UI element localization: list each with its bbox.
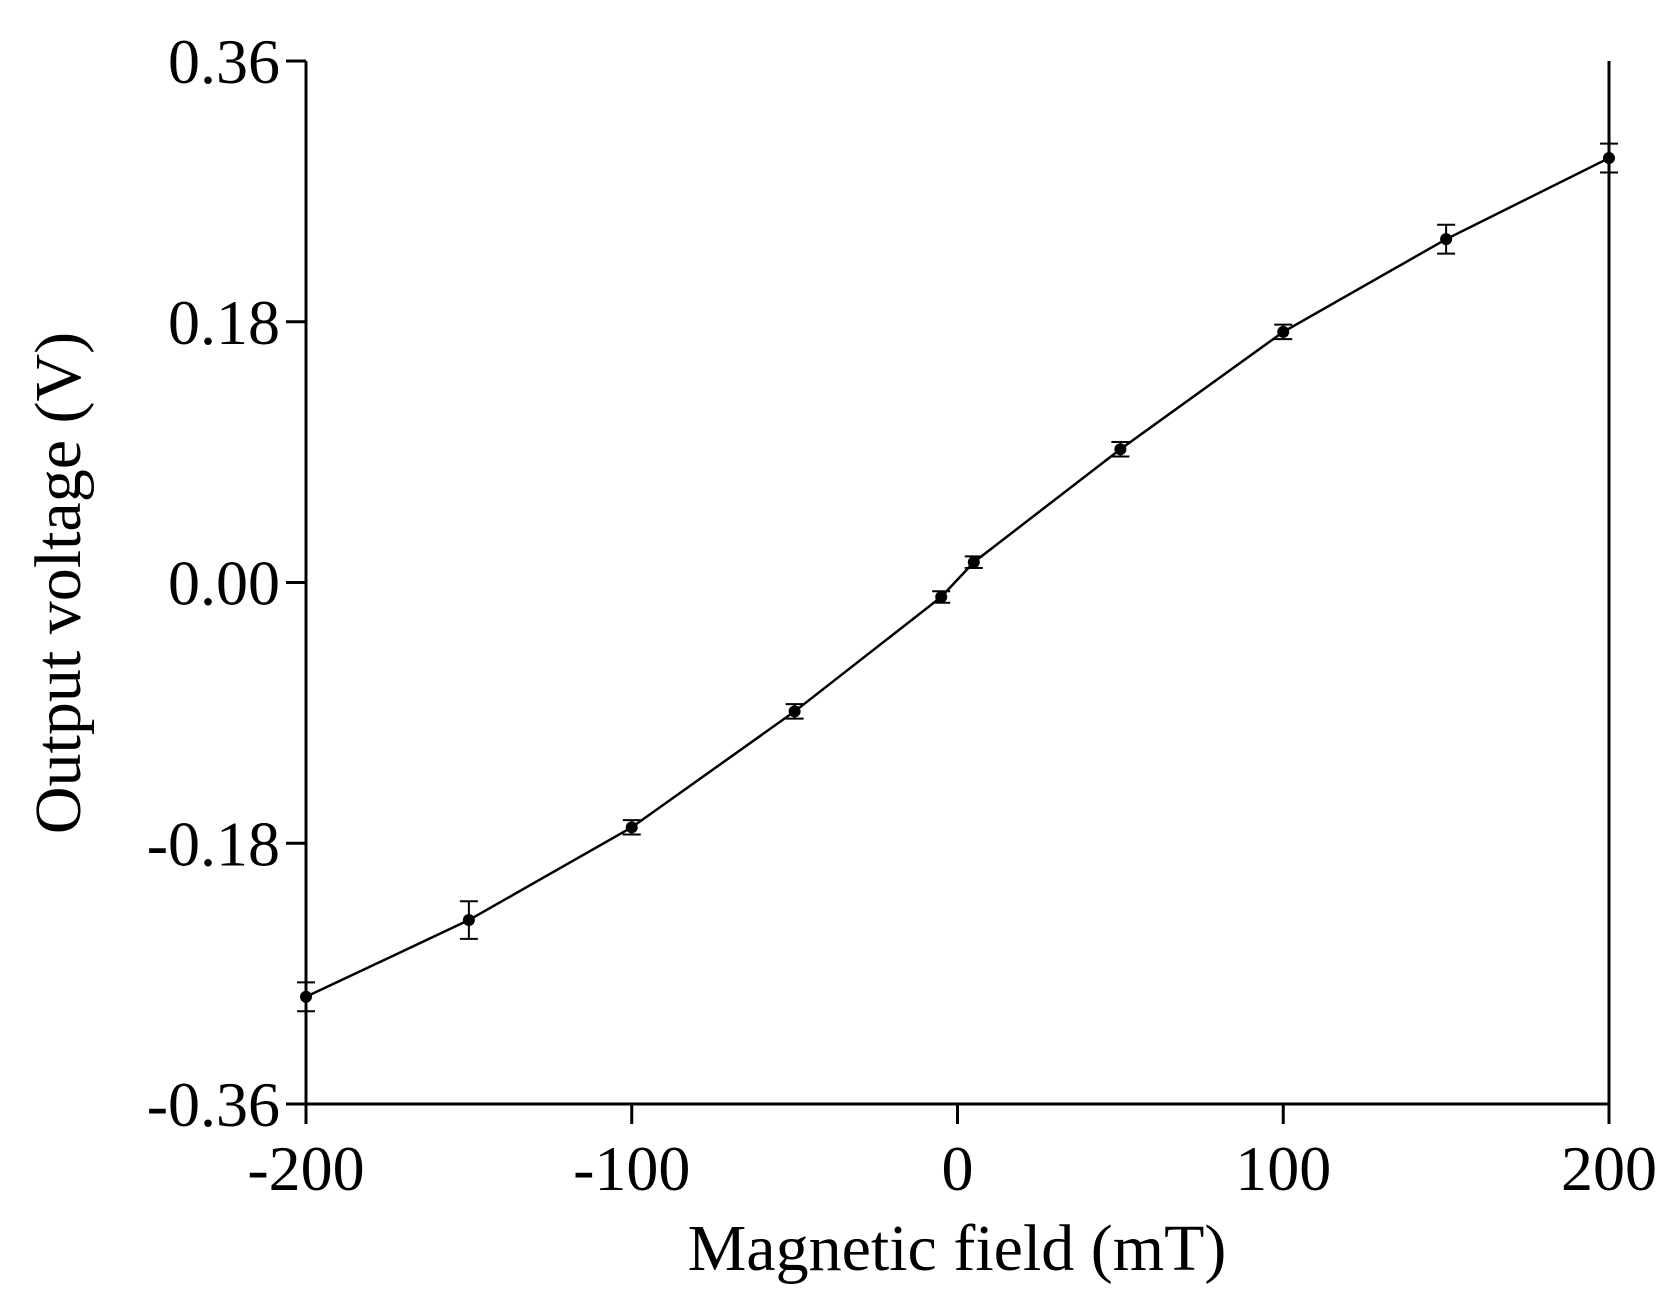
data-point [1114,443,1127,456]
y-tick-label: -0.36 [147,1069,280,1140]
x-tick-label: 0 [942,1133,974,1204]
data-point [788,705,801,718]
data-point [300,990,312,1003]
data-point [967,556,980,569]
data-point [625,821,638,834]
y-axis-title: Output voltage (V) [22,332,95,834]
data-point [1277,325,1290,338]
data-point [1440,233,1453,246]
y-tick-label: -0.18 [147,808,280,879]
y-tick-label: 0.36 [168,26,280,97]
data-point [1603,152,1615,165]
y-tick-label: 0.18 [168,287,280,358]
data-line [305,156,1610,998]
x-tick-label: 100 [1235,1133,1331,1204]
y-tick-label: 0.00 [168,548,280,619]
x-tick-label: 200 [1561,1133,1657,1204]
data-point [935,590,948,603]
x-tick-label: -200 [247,1133,364,1204]
x-tick-label: -100 [573,1133,690,1204]
x-axis-title: Magnetic field (mT) [688,1212,1227,1285]
data-point [462,914,475,927]
